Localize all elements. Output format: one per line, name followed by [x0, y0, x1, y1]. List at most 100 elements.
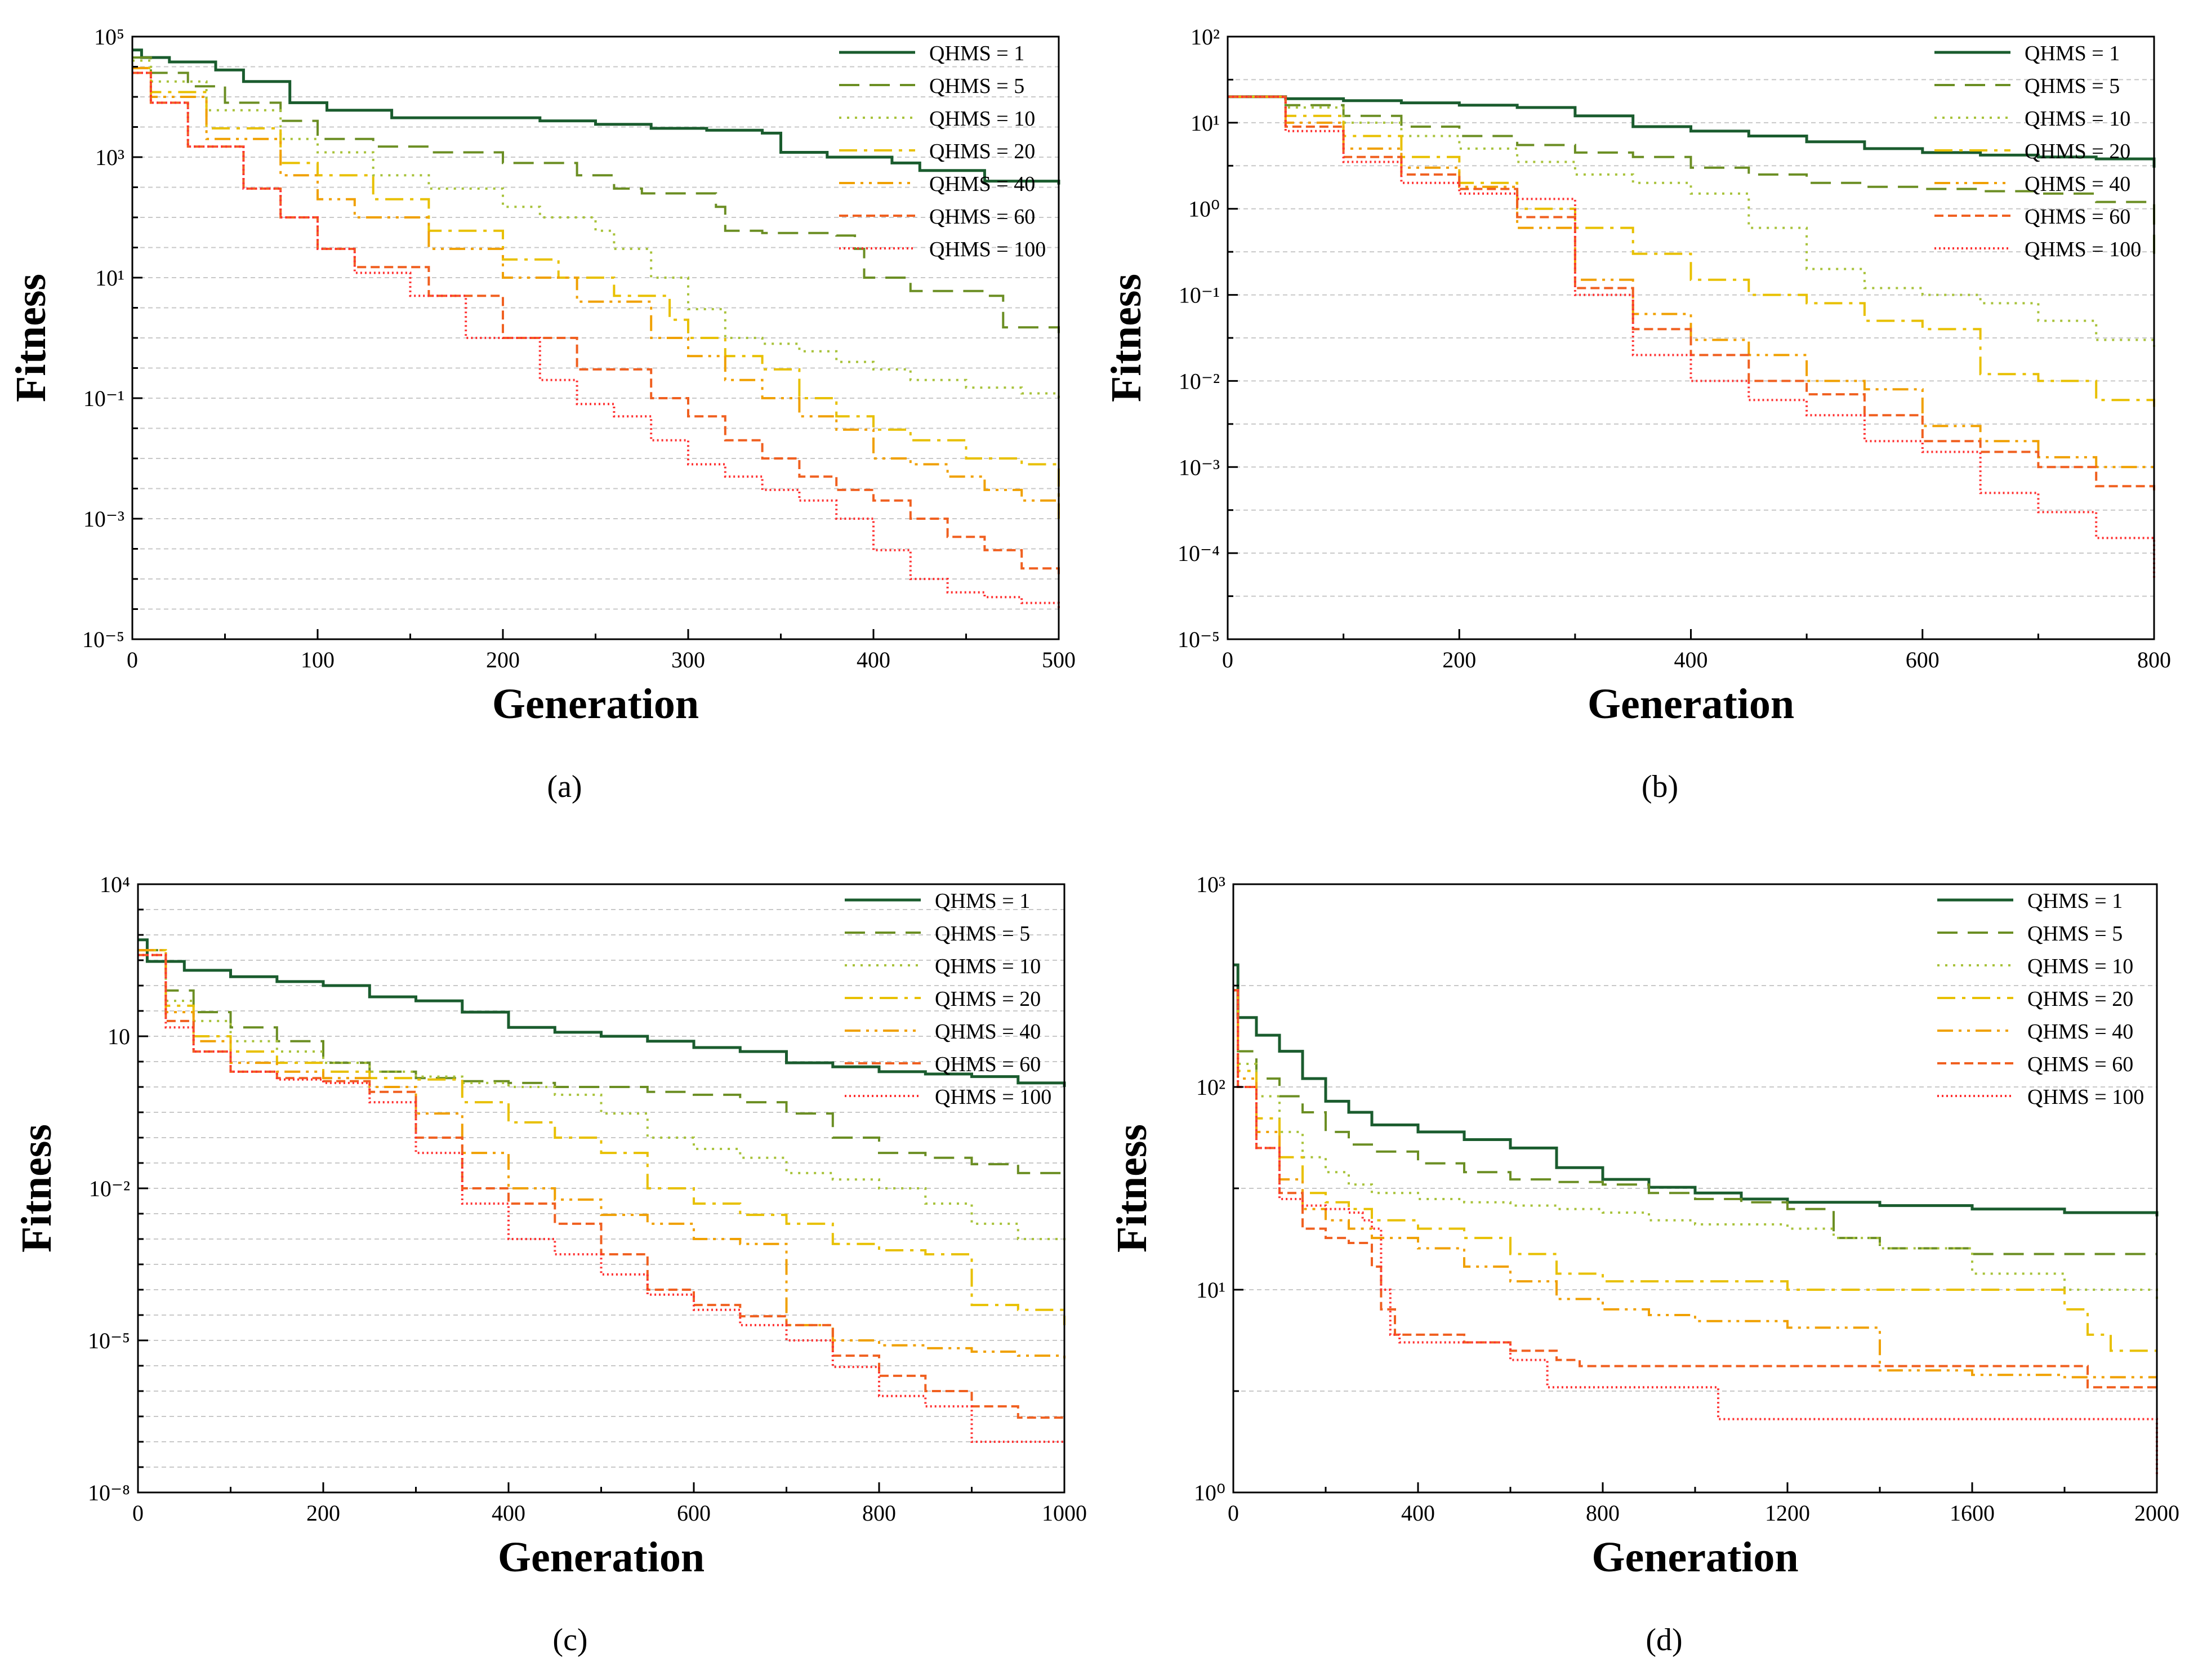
legend-label: QHMS = 20 [2027, 987, 2133, 1011]
y-axis-title: Fitness [13, 1124, 60, 1253]
y-tick-label: 10⁵ [94, 24, 124, 50]
y-axis-title: Fitness [1108, 1124, 1156, 1253]
legend-label: QHMS = 10 [935, 955, 1041, 978]
legend-label: QHMS = 5 [935, 922, 1030, 946]
legend-label: QHMS = 1 [929, 42, 1024, 65]
legend-label: QHMS = 60 [929, 205, 1035, 229]
series-line-qhms-6 [138, 953, 1064, 1419]
y-tick-label: 10⁴ [100, 872, 130, 897]
y-tick-label: 10³ [95, 145, 124, 170]
x-axis: 0 400 800 1200 1600 2000 [1228, 1482, 2179, 1526]
legend-label: QHMS = 40 [2025, 172, 2130, 196]
panel-label: (a) [547, 769, 582, 804]
y-axis: 10⁻⁸ 10⁻⁵ 10⁻² 10 10⁴ [88, 872, 148, 1505]
panel-b: 0 200 400 600 80010⁻⁵10⁻⁴10⁻³10⁻²10⁻¹10⁰10¹1… [1103, 24, 2171, 804]
legend-label: QHMS = 100 [935, 1085, 1051, 1109]
y-axis-title: Fitness [7, 274, 55, 402]
series-line-qhms-1 [138, 938, 1066, 1087]
series-line-qhms-4 [1233, 989, 2157, 1352]
plot-frame [131, 35, 1060, 640]
x-tick-label: 600 [1906, 647, 1940, 672]
panel-c: 0 200 400 600 800 1000 10⁻⁸ 10⁻⁵ 10⁻² 10 10⁴ Genera… [13, 872, 1087, 1657]
x-tick-label: 200 [1442, 647, 1476, 672]
x-tick-label: 400 [857, 647, 890, 672]
x-tick-label: 200 [486, 647, 520, 672]
grid [132, 66, 1059, 610]
legend-label: QHMS = 20 [929, 140, 1035, 163]
series-line-qhms-7 [132, 72, 1060, 610]
y-tick-label: 10¹ [1196, 1277, 1225, 1303]
x-tick-label: 2000 [2134, 1500, 2179, 1526]
x-tick-label: 200 [306, 1500, 340, 1526]
y-tick-label: 10¹ [1191, 110, 1220, 136]
legend-label: QHMS = 1 [2025, 42, 2120, 65]
series-line-qhms-1 [132, 48, 1060, 185]
series-line-qhms-4 [132, 66, 1060, 519]
series-line-qhms-2 [138, 949, 1065, 1180]
series-lines [132, 48, 1060, 610]
legend-label: QHMS = 10 [929, 107, 1035, 131]
x-tick-label: 800 [862, 1500, 896, 1526]
panel-d: 0 400 800 1200 1600 2000 10⁰ 10¹ 10² 10³ Generatio… [1108, 872, 2179, 1657]
series-line-qhms-5 [132, 66, 1060, 519]
series-line-qhms-3 [1228, 95, 2155, 347]
y-axis: 10⁻⁵ 10⁻³ 10⁻¹ 10¹ 10³ 10⁵ [82, 24, 142, 652]
x-tick-label: 0 [132, 1500, 144, 1526]
y-tick-label: 10⁻² [89, 1176, 130, 1201]
series-line-qhms-2 [132, 56, 1060, 333]
series-line-qhms-1 [1228, 95, 2156, 168]
legend-label: QHMS = 60 [2025, 205, 2130, 229]
y-axis: 10⁻⁵ 10⁻⁴ 10⁻³ 10⁻² 10⁻¹ 10⁰ 10¹ 10² [1178, 24, 1238, 652]
legend-label: QHMS = 5 [929, 74, 1024, 98]
x-tick-label: 1200 [1765, 1500, 1810, 1526]
y-tick-label: 10⁻³ [83, 506, 124, 532]
panel-a: 0 100 200 300 400 500 10⁻⁵ 10⁻³ 10⁻¹ 10¹ 10³ 10⁵ Gen… [7, 24, 1076, 804]
series-line-qhms-6 [132, 72, 1060, 574]
y-tick-label: 10⁻⁵ [1178, 627, 1220, 652]
x-tick-label: 500 [1042, 647, 1076, 672]
legend-label: QHMS = 20 [2025, 140, 2130, 163]
y-tick-label: 10⁻³ [1179, 454, 1220, 480]
legend-label: QHMS = 10 [2025, 107, 2130, 131]
y-tick-label: 10⁻² [1179, 368, 1220, 394]
legend-label: QHMS = 60 [935, 1053, 1041, 1076]
series-line-qhms-3 [132, 59, 1060, 398]
series-line-qhms-5 [138, 949, 1065, 1361]
y-tick-label: 10² [1196, 1075, 1225, 1100]
x-tick-label: 400 [1401, 1500, 1435, 1526]
series-line-qhms-4 [138, 949, 1065, 1325]
y-tick-label: 10⁻¹ [83, 386, 124, 411]
series-line-qhms-7 [138, 953, 1064, 1443]
panel-label: (c) [552, 1623, 587, 1657]
panel-label: (b) [1642, 769, 1678, 804]
y-axis-title: Fitness [1103, 274, 1150, 402]
legend-label: QHMS = 60 [2027, 1053, 2133, 1076]
series-line-qhms-4 [1228, 95, 2155, 407]
series-line-qhms-7 [1233, 989, 2158, 1477]
y-tick-label: 10⁰ [1188, 197, 1220, 222]
y-axis: 10⁰ 10¹ 10² 10³ [1194, 872, 1243, 1505]
y-tick-label: 10⁻⁸ [88, 1480, 130, 1505]
series-lines [138, 938, 1066, 1443]
legend-label: QHMS = 100 [2025, 238, 2141, 261]
x-tick-label: 800 [1586, 1500, 1620, 1526]
y-tick-label: 10⁻⁵ [88, 1328, 130, 1353]
x-tick-label: 600 [677, 1500, 711, 1526]
legend: QHMS = 1 QHMS = 5 QHMS = 10 QHMS = 20 QHMS =… [839, 42, 1046, 261]
x-tick-label: 100 [301, 647, 335, 672]
x-tick-label: 400 [492, 1500, 525, 1526]
legend: QHMS = 1 QHMS = 5 QHMS = 10 QHMS = 20 QHMS =… [1937, 889, 2144, 1109]
series-line-qhms-5 [1233, 989, 2157, 1379]
y-tick-label: 10 [108, 1024, 130, 1049]
legend-label: QHMS = 100 [929, 238, 1046, 261]
legend-label: QHMS = 5 [2025, 74, 2120, 98]
legend-label: QHMS = 5 [2027, 922, 2123, 946]
series-line-qhms-3 [138, 949, 1065, 1244]
series-line-qhms-2 [1228, 95, 2155, 254]
x-axis: 0 200 400 600 800 [1222, 629, 2171, 672]
legend-label: QHMS = 40 [929, 172, 1035, 196]
x-axis-title: Generation [1591, 1534, 1798, 1581]
x-tick-label: 400 [1674, 647, 1708, 672]
y-tick-label: 10¹ [95, 265, 124, 291]
